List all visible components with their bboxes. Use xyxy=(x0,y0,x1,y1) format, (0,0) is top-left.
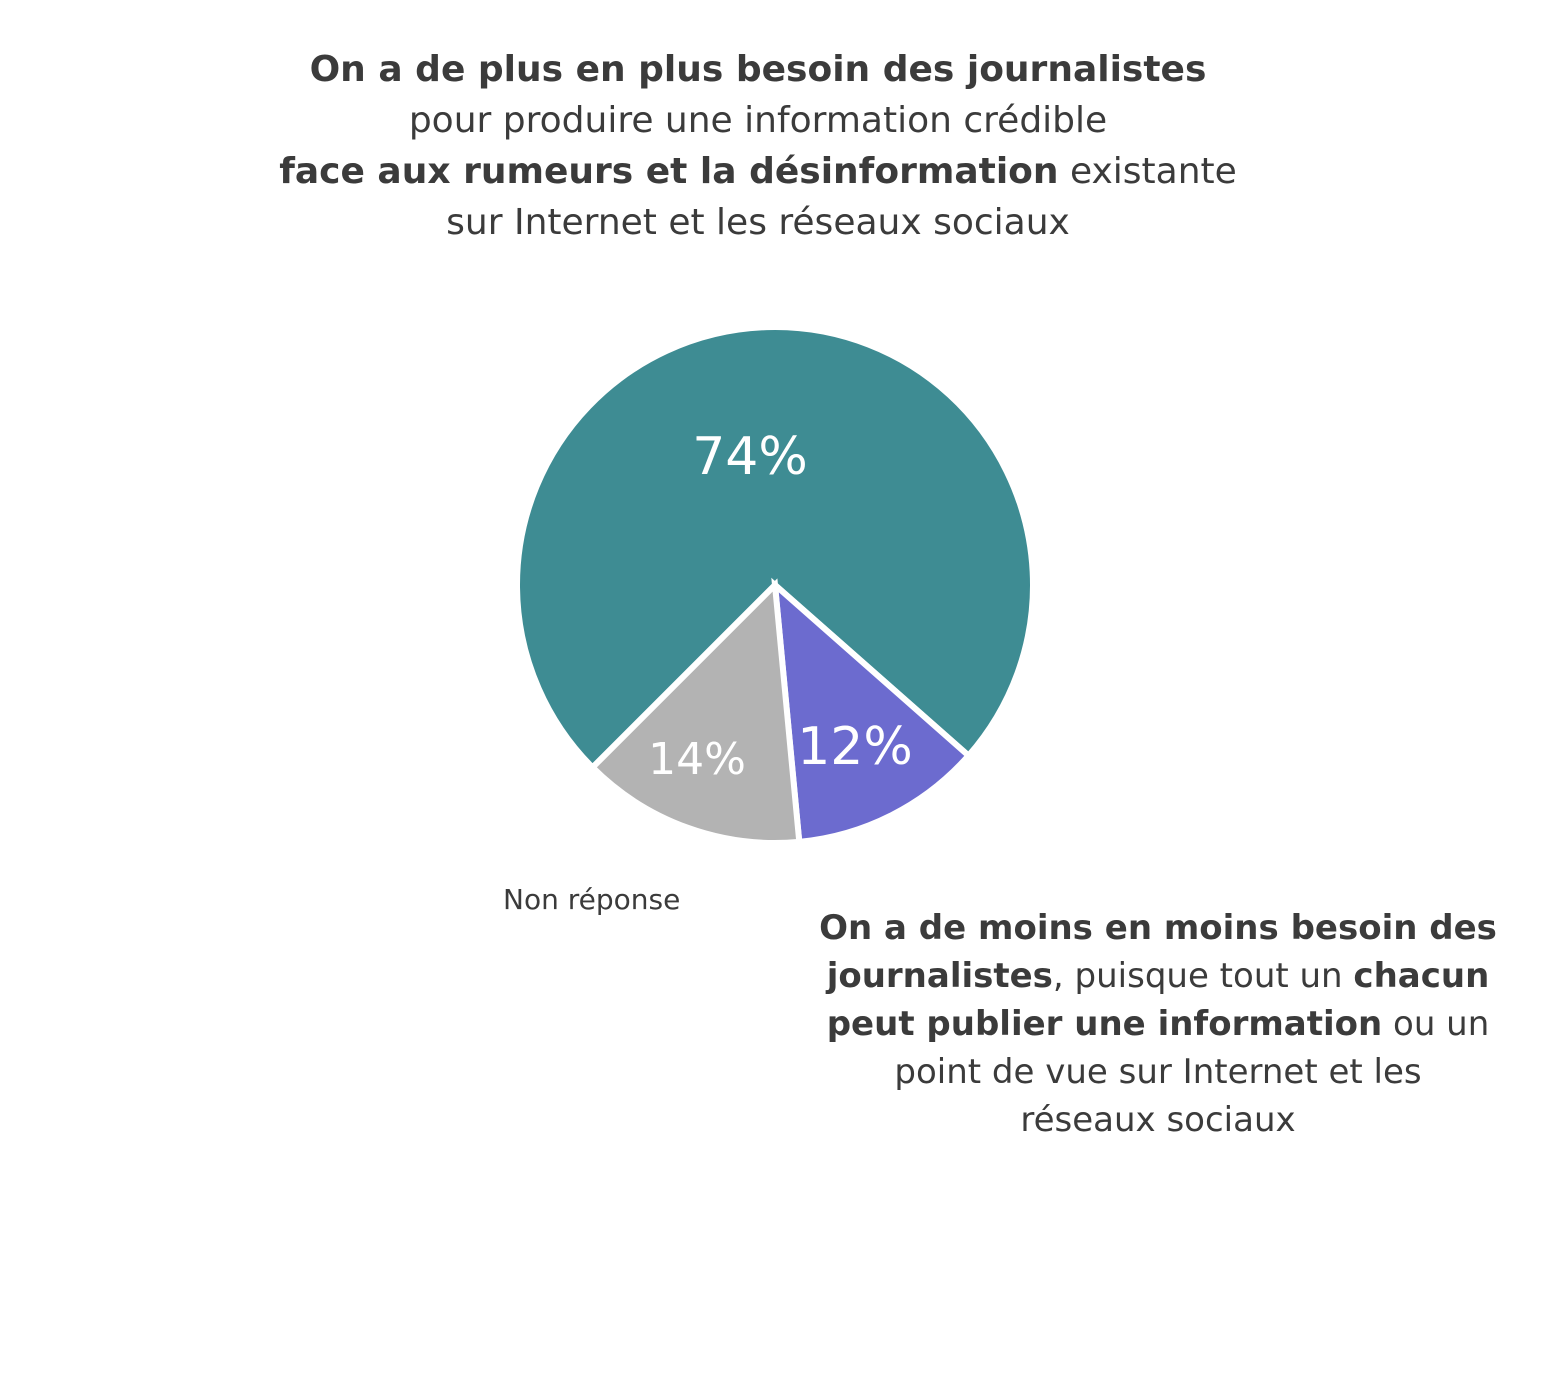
bottom-annotation-text: ou un xyxy=(1382,1004,1490,1044)
bottom-annotation-line: peut publier une information ou un xyxy=(800,1000,1516,1048)
slice-value-label: 14% xyxy=(648,734,746,785)
pie-slice xyxy=(588,578,803,846)
top-annotation-text: sur Internet et les réseaux sociaux xyxy=(446,202,1070,243)
top-annotation-text: face aux rumeurs et la désinformation xyxy=(279,151,1059,192)
non-response-label: Non réponse xyxy=(503,883,681,916)
bottom-annotation-text: réseaux sociaux xyxy=(1020,1100,1296,1140)
bottom-annotation-text: , puisque tout un xyxy=(1052,956,1354,996)
top-annotation-text: existante xyxy=(1058,151,1237,192)
top-annotation-line: face aux rumeurs et la désinformation ex… xyxy=(258,146,1258,197)
bottom-annotation-text: point de vue sur Internet et les xyxy=(894,1052,1422,1092)
top-annotation-line: sur Internet et les réseaux sociaux xyxy=(258,197,1258,248)
pie-slice xyxy=(514,324,1036,772)
top-annotation-line: On a de plus en plus besoin des journali… xyxy=(258,44,1258,95)
slice-value-label: 74% xyxy=(692,427,808,487)
top-annotation-text: pour produire une information crédible xyxy=(408,100,1108,141)
pie-slice xyxy=(771,577,973,846)
bottom-annotation-line: journalistes, puisque tout un chacun xyxy=(800,952,1516,1000)
bottom-annotation-text: chacun xyxy=(1353,956,1490,996)
top-annotation-text: On a de plus en plus besoin des journali… xyxy=(309,49,1207,90)
top-annotation-line: pour produire une information crédible xyxy=(258,95,1258,146)
bottom-annotation-line: réseaux sociaux xyxy=(800,1096,1516,1144)
bottom-annotation-text: peut publier une information xyxy=(826,1004,1383,1044)
bottom-annotation-text: On a de moins en moins besoin des xyxy=(819,908,1497,948)
top-annotation: On a de plus en plus besoin des journali… xyxy=(258,44,1258,248)
slice-value-label: 12% xyxy=(797,717,913,777)
bottom-annotation-text: journalistes xyxy=(826,956,1053,996)
bottom-annotation-line: point de vue sur Internet et les xyxy=(800,1048,1516,1096)
bottom-annotation-line: On a de moins en moins besoin des xyxy=(800,904,1516,952)
bottom-annotation: On a de moins en moins besoin des journal… xyxy=(800,904,1516,1144)
